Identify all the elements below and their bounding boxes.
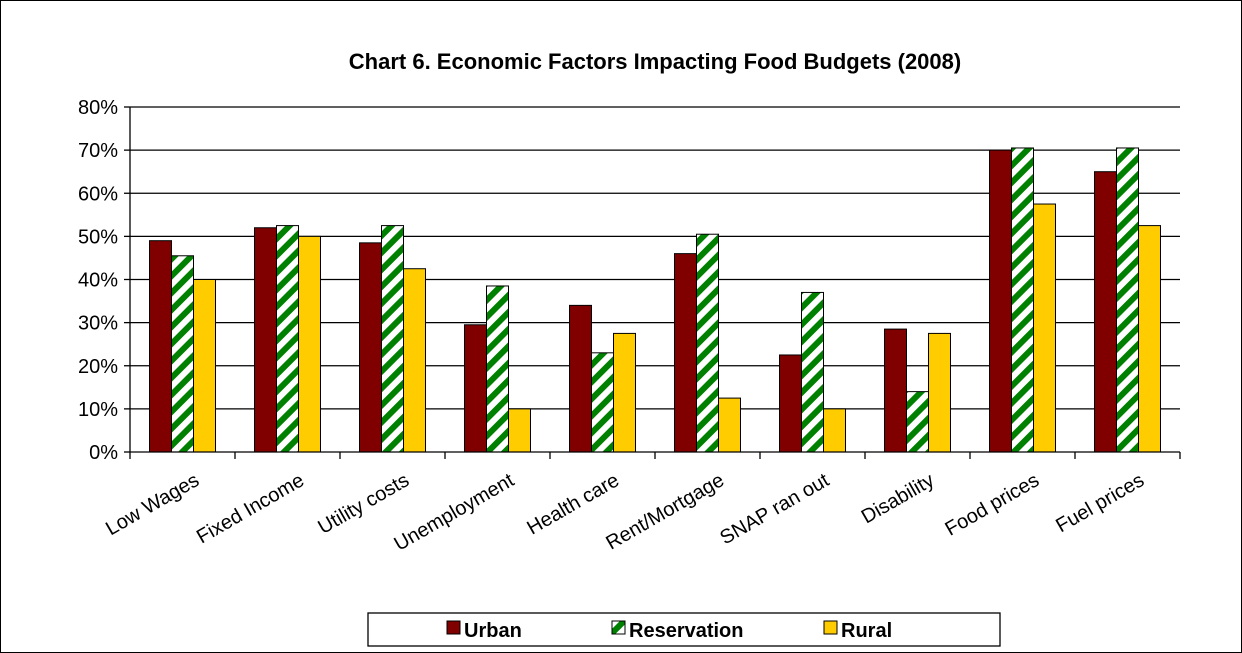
bar-reservation [1011,147,1034,453]
bar-rural [193,279,216,453]
y-tick-label: 30% [78,313,118,335]
bar-urban [884,328,907,453]
x-tick-label: Utility costs [314,469,413,539]
bar-reservation [906,391,929,453]
bar-reservation [696,233,719,453]
legend-label-urban: Urban [464,620,522,642]
x-tick-label: Fixed Income [193,469,308,548]
x-tick-label: SNAP ran out [716,469,833,549]
bar-reservation [171,255,194,453]
bar-urban [254,227,277,453]
x-tick-label: Disability [858,469,938,528]
x-tick-label: Rent/Mortgage [602,469,728,554]
chart-title: Chart 6. Economic Factors Impacting Food… [349,49,961,74]
bar-reservation [801,291,824,453]
y-tick-label: 60% [78,183,118,205]
bar-reservation [486,285,509,453]
y-tick-label: 70% [78,140,118,162]
x-tick-label: Fuel prices [1052,469,1148,537]
bar-urban [464,324,487,453]
bar-urban [1094,171,1117,453]
axes [124,106,1181,459]
bar-reservation [381,225,404,453]
x-tick-label: Unemployment [391,469,519,556]
y-tick-label: 40% [78,270,118,292]
bar-urban [569,304,592,453]
bar-rural [613,332,636,453]
bar-rural [1033,203,1056,453]
bar-rural [1138,225,1161,453]
legend-box [367,612,1001,647]
bar-rural [403,268,426,453]
bar-urban [674,253,697,453]
bar-urban [359,242,382,453]
bar-rural [928,332,951,453]
bar-rural [823,408,846,453]
bar-rural [298,235,321,453]
x-tick-label: Low Wages [102,469,203,540]
y-tick-label: 10% [78,399,118,421]
bar-rural [718,397,741,453]
bar-urban [989,149,1012,453]
legend-swatch-rural [823,620,838,635]
x-tick-label: Food prices [942,469,1043,540]
bar-reservation [276,225,299,453]
legend-label-rural: Rural [841,620,892,642]
x-tick-label: Health care [523,469,623,539]
legend-label-reservation: Reservation [629,620,744,642]
bar-reservation [1116,147,1139,453]
legend-swatch-urban [446,620,461,635]
legend-swatch-reservation [611,620,626,635]
y-tick-label: 80% [78,97,118,119]
y-axis-tick-labels: 0% 10% 20% 30% 40% 50% 60% 70% 80% [78,97,118,464]
y-tick-label: 50% [78,226,118,248]
legend: Urban Reservation Rural [367,612,1001,647]
bar-rural [508,408,531,453]
bar-reservation [591,352,614,453]
y-tick-label: 0% [89,442,118,464]
y-tick-label: 20% [78,356,118,378]
bar-urban [149,240,172,453]
bar-urban [779,354,802,453]
